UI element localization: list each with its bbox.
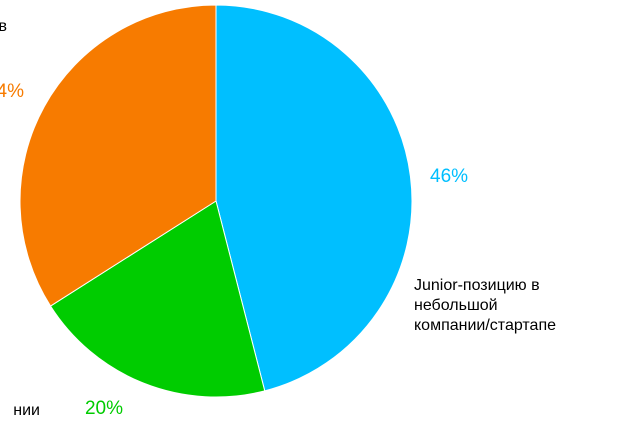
pie-slice-3: [19, 4, 217, 307]
category-label-line: компании/стартапе: [414, 317, 556, 334]
category-label-1: Junior-позицию в небольшой компании/старта…: [414, 277, 556, 334]
data-label-1: 46%: [430, 166, 468, 187]
category-label-line: Junior-позицию в: [414, 277, 540, 294]
category-label-line: нии: [13, 402, 40, 419]
data-label-2: 20%: [85, 398, 123, 419]
pie-slice-2: [49, 200, 266, 398]
category-label-3: в: [0, 18, 7, 35]
pie-slice-1: [215, 4, 413, 392]
category-label-2: нии: [13, 402, 40, 419]
category-label-line: небольшой: [414, 297, 498, 314]
category-label-line: в: [0, 18, 7, 35]
data-label-3: 4%: [0, 81, 24, 102]
